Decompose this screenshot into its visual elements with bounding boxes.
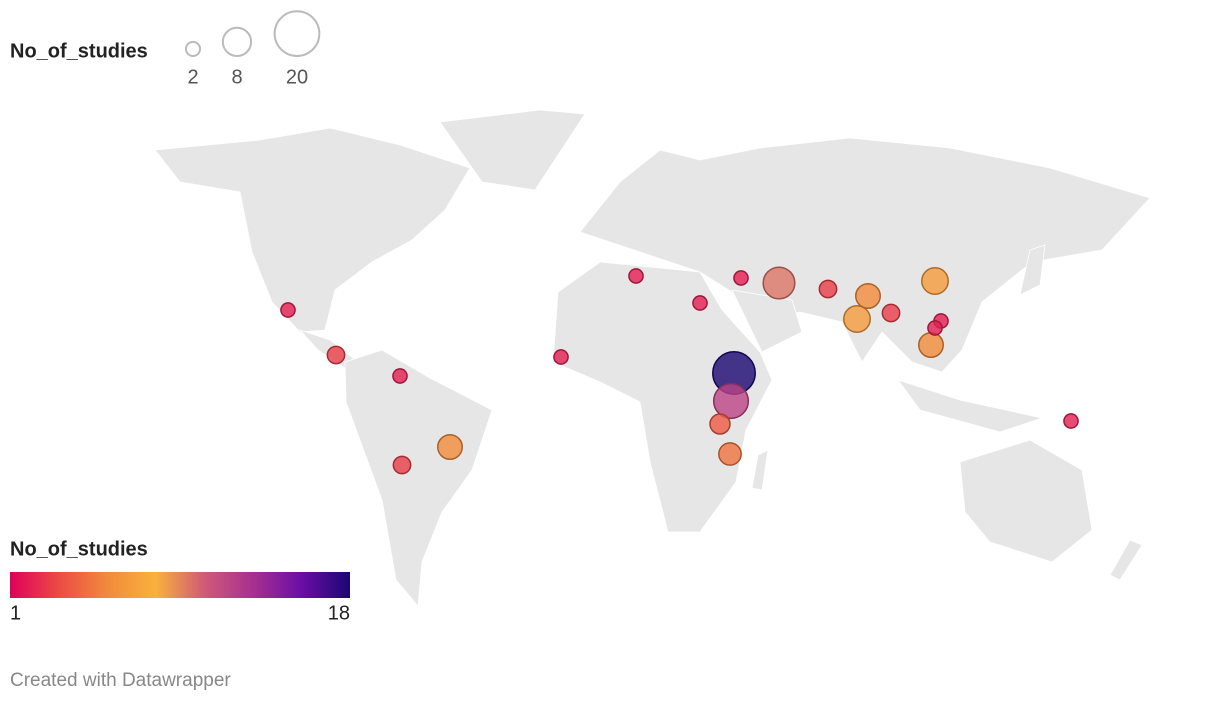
bubble	[437, 434, 463, 460]
color-legend-title: No_of_studies	[10, 538, 148, 560]
bubble	[921, 267, 949, 295]
bubble	[881, 303, 901, 323]
color-legend: 1 18	[10, 602, 350, 624]
bubble	[918, 332, 944, 358]
africa	[552, 261, 773, 533]
bubble	[392, 368, 408, 384]
bubble	[718, 442, 742, 466]
indonesia	[896, 379, 1044, 433]
size-legend-label: 2	[187, 66, 198, 88]
bubble	[818, 279, 838, 299]
bubbles	[280, 266, 1079, 475]
size-legend-label: 8	[231, 66, 242, 88]
size-legend-title: No_of_studies	[10, 40, 148, 62]
bubble	[692, 295, 708, 311]
color-legend-label: 18	[328, 602, 350, 624]
south-america	[344, 349, 493, 607]
greenland	[439, 109, 586, 191]
bubble	[628, 268, 644, 284]
color-legend-label: 1	[10, 602, 21, 624]
color-legend-bar	[10, 572, 350, 598]
australia	[959, 439, 1093, 563]
north-america	[154, 127, 471, 333]
bubble	[927, 320, 943, 336]
size-legend-circle	[184, 40, 202, 57]
size-legend: 2 8 20	[184, 10, 321, 88]
size-legend-circle	[273, 10, 321, 57]
footer: Created with Datawrapper	[10, 670, 231, 691]
bubble	[392, 455, 412, 475]
bubble	[855, 283, 881, 309]
bubble	[326, 345, 346, 365]
new-zealand	[1109, 539, 1143, 581]
size-legend-circle	[221, 26, 253, 57]
bubble	[709, 413, 731, 435]
bubble	[1063, 413, 1079, 429]
bubble	[733, 270, 749, 286]
japan	[1019, 244, 1046, 296]
bubble	[762, 266, 796, 300]
madagascar	[751, 449, 769, 491]
world-map	[154, 109, 1151, 607]
bubble	[843, 305, 871, 333]
size-legend-label: 20	[286, 66, 308, 88]
bubble	[712, 382, 750, 420]
bubble	[553, 349, 569, 365]
bubble	[280, 302, 296, 318]
